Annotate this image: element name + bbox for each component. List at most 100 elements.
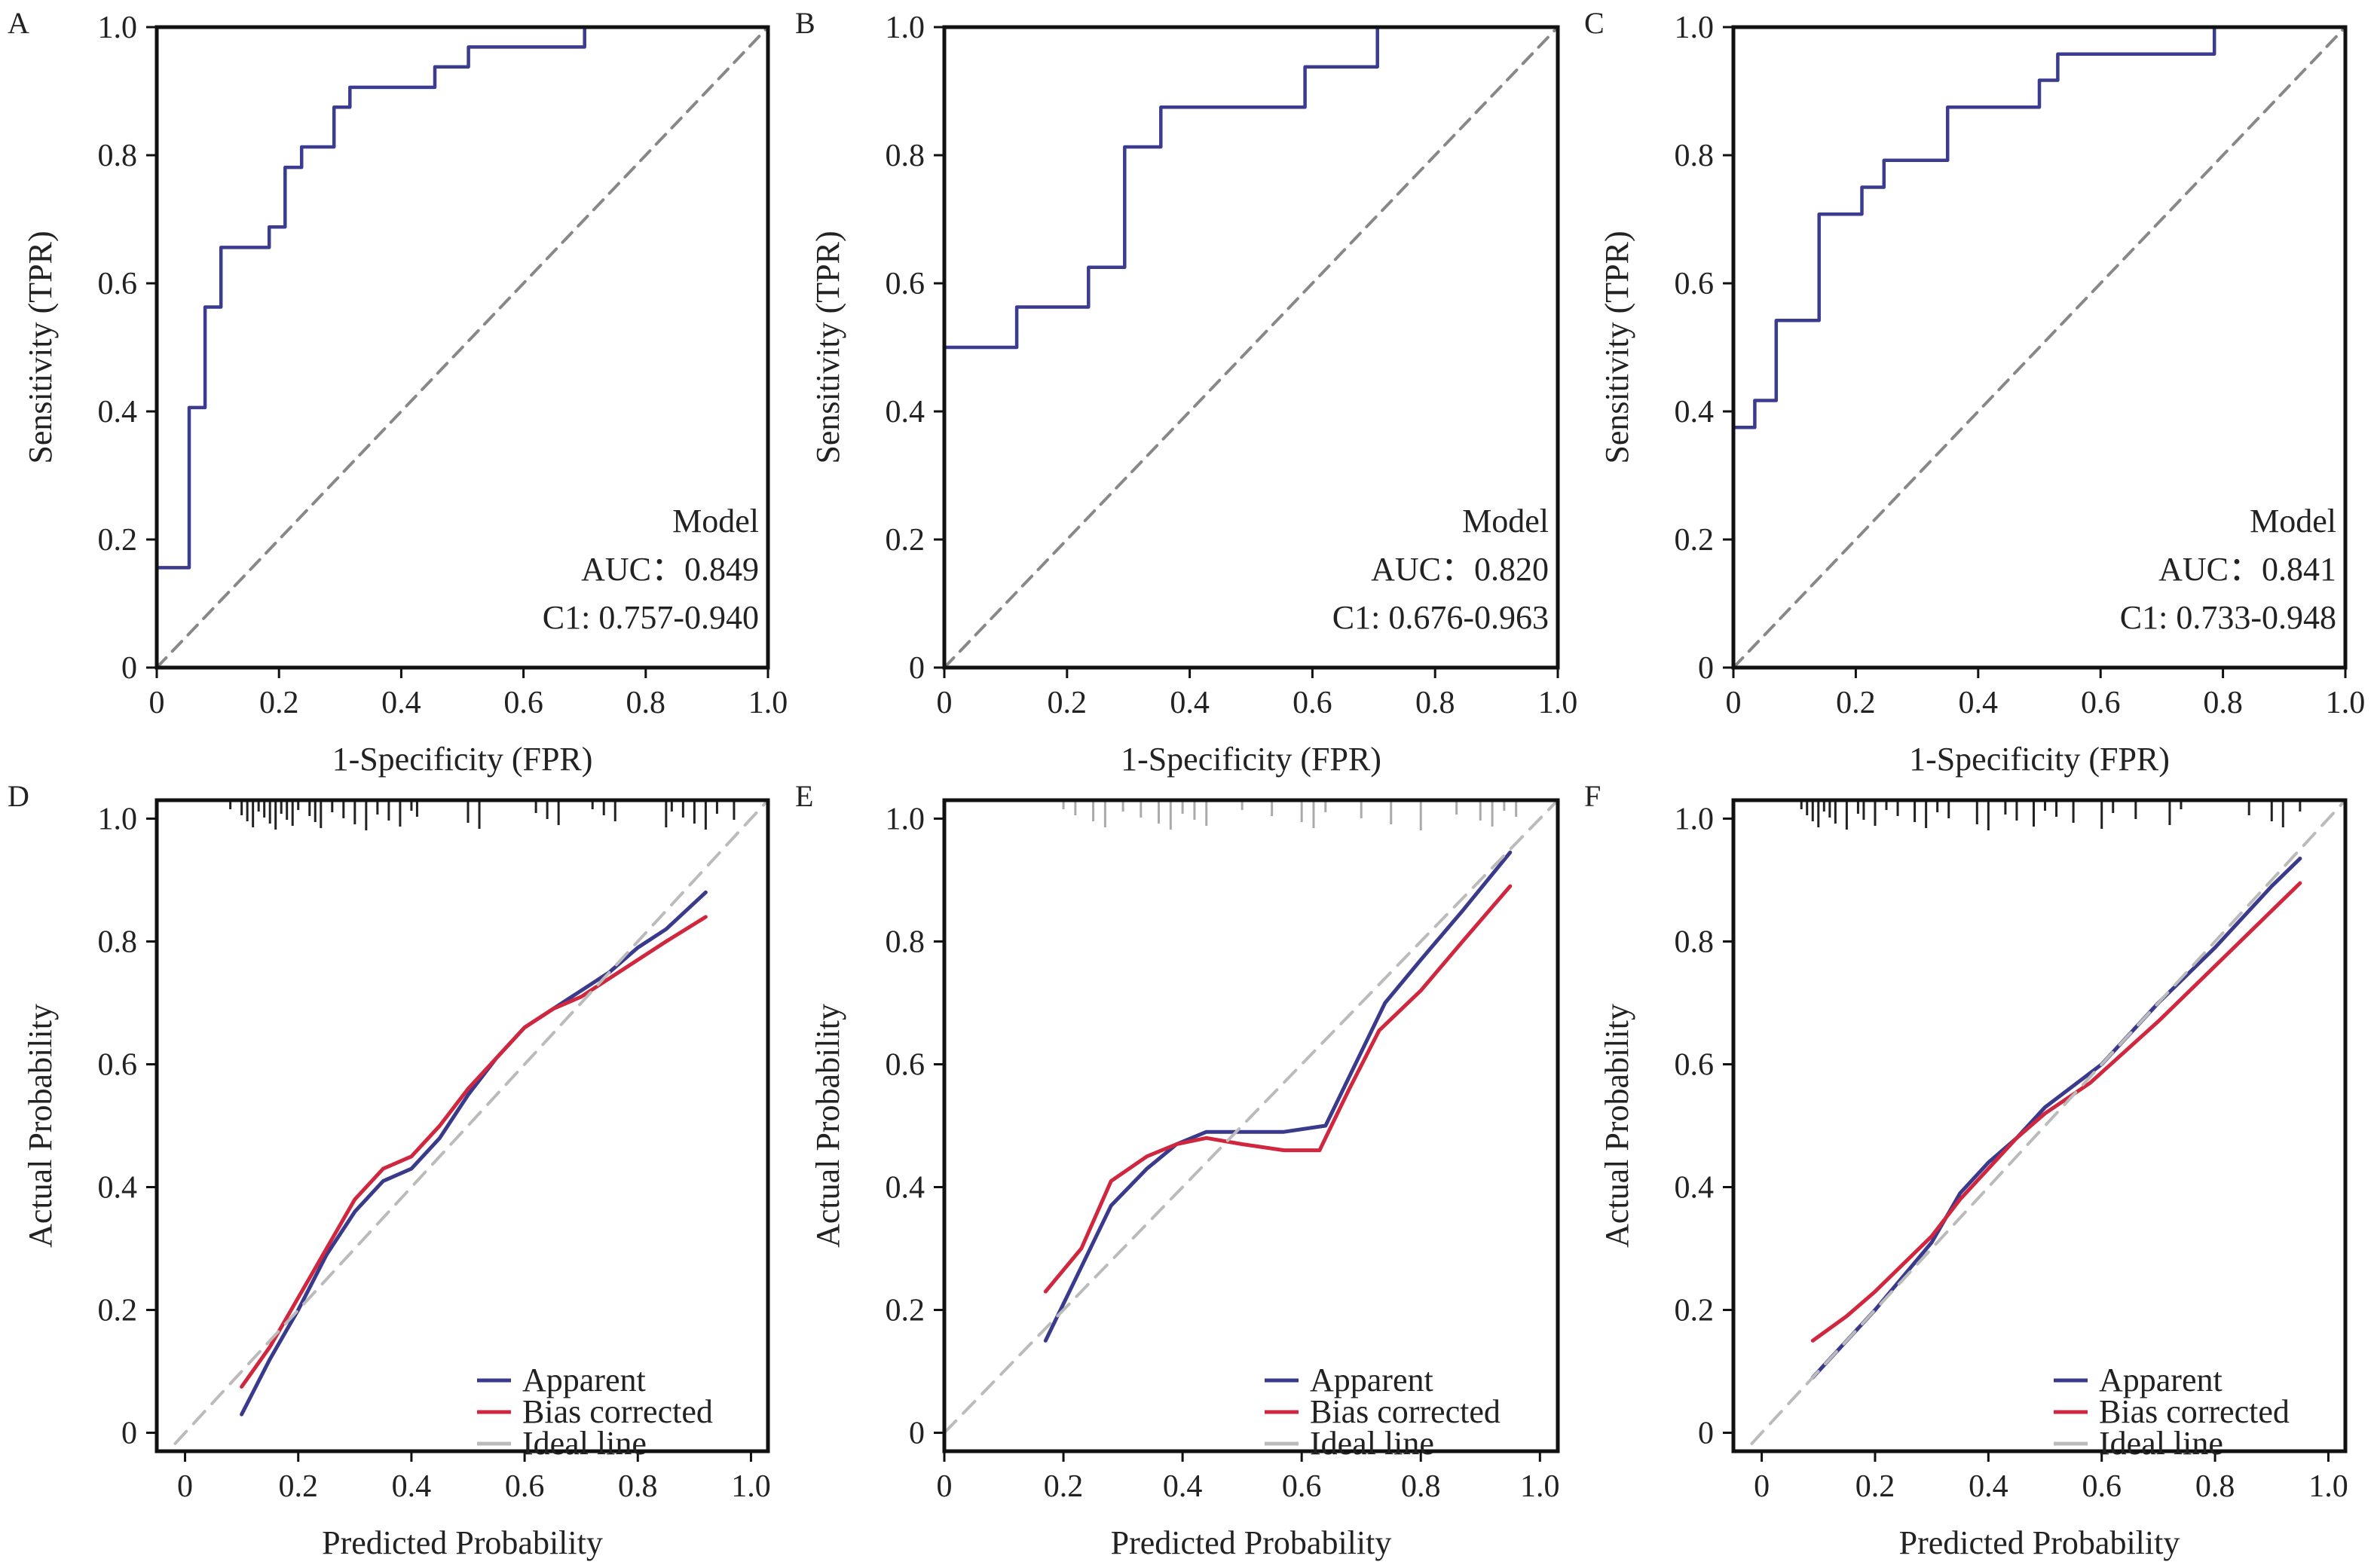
plot-area (944, 27, 1558, 668)
x-tick-label: 0.6 (2081, 686, 2121, 720)
apparent-curve (240, 890, 708, 1417)
ideal-line (1742, 800, 2345, 1451)
rug-marks (1062, 800, 1518, 830)
x-tick-label: 0.4 (1163, 1469, 1203, 1504)
legend-label: Bias corrected (2099, 1393, 2290, 1430)
y-tick-label: 1.0 (1675, 802, 1715, 836)
x-tick-label: 0.8 (1415, 686, 1455, 720)
auc-annotation: AUC：0.849 (581, 551, 759, 588)
bias-corrected-curve (240, 915, 708, 1389)
x-tick-label: 0.4 (1170, 686, 1210, 720)
apparent-curve (1810, 856, 2302, 1380)
legend-label: Ideal line (1310, 1425, 1434, 1462)
legend-label: Bias corrected (1310, 1393, 1501, 1430)
legend-label: Apparent (1310, 1362, 1433, 1398)
x-tick-label: 0.8 (2195, 1469, 2235, 1504)
plot-frame (1731, 798, 2348, 1453)
plot-area (1742, 800, 2345, 1451)
x-tick-label: 1.0 (2326, 686, 2366, 720)
x-tick-label: 1.0 (2308, 1469, 2348, 1504)
x-tick-label: 0.4 (1959, 686, 1999, 720)
auc-annotation: AUC：0.820 (1371, 551, 1549, 588)
panel-letter: F (1584, 779, 1601, 813)
y-tick-label: 1.0 (1675, 11, 1715, 45)
plot-frame (942, 25, 1560, 670)
x-tick-label: 1.0 (748, 686, 788, 720)
y-axis-title: Sensitivity (TPR) (1598, 231, 1635, 463)
plot-frame (942, 798, 1560, 1453)
plot-area (157, 27, 768, 668)
y-tick-label: 0.8 (886, 925, 925, 959)
auc-annotation: Model (672, 503, 759, 539)
x-axis-title: Predicted Probability (322, 1524, 603, 1561)
x-tick-label: 0.4 (381, 686, 421, 720)
y-tick-label: 0.2 (98, 1294, 138, 1328)
y-axis-title: Sensitivity (TPR) (22, 231, 59, 463)
x-tick-label: 0.2 (278, 1469, 318, 1504)
y-tick-label: 0.4 (1675, 395, 1715, 429)
x-tick-label: 0.8 (2203, 686, 2243, 720)
y-tick-label: 0 (909, 651, 925, 686)
auc-annotation: C1: 0.757-0.940 (543, 599, 759, 636)
x-axis-title: Predicted Probability (1111, 1524, 1392, 1561)
y-axis-title: Actual Probability (1598, 1004, 1635, 1248)
panel-letter: A (8, 6, 29, 40)
x-tick-label: 0.4 (1969, 1469, 2008, 1504)
x-tick-label: 0.8 (1401, 1469, 1441, 1504)
y-tick-label: 0.4 (886, 395, 925, 429)
legend-label: Apparent (522, 1362, 646, 1398)
diagonal-reference-line (1733, 27, 2345, 668)
y-tick-label: 0 (909, 1417, 925, 1451)
legend-label: Ideal line (2099, 1425, 2223, 1462)
y-axis-title: Sensitivity (TPR) (809, 231, 846, 463)
y-tick-label: 1.0 (886, 11, 925, 45)
diagonal-reference-line (157, 27, 768, 668)
x-tick-label: 0.8 (626, 686, 666, 720)
x-axis-title: 1-Specificity (FPR) (1121, 741, 1381, 778)
legend-label: Bias corrected (522, 1393, 713, 1430)
panel-b: B 0 0.2 0.4 0.6 0.8 1.0 0 0.2 0.4 0.6 0.8 1.0 1-Speci… (795, 6, 1577, 778)
auc-annotation: C1: 0.676-0.963 (1332, 599, 1549, 636)
panel-f: F 0 0.2 0.4 0.6 0.8 1.0 0 0.2 0.4 0.6 0.8 1.0 Predict… (1584, 779, 2348, 1561)
x-tick-label: 0 (149, 686, 165, 720)
apparent-curve (1043, 850, 1513, 1343)
x-tick-label: 0.8 (618, 1469, 658, 1504)
plot-area (166, 800, 768, 1451)
panel-letter: B (795, 6, 815, 40)
plot-frame (154, 25, 770, 670)
plot-area (1733, 27, 2345, 668)
diagonal-reference-line (944, 27, 1558, 668)
auc-annotation: C1: 0.733-0.948 (2120, 599, 2336, 636)
x-tick-label: 0.2 (1855, 1469, 1895, 1504)
y-tick-label: 0 (1698, 651, 1714, 686)
x-tick-label: 0.6 (1282, 1469, 1322, 1504)
panel-letter: C (1584, 6, 1605, 40)
x-tick-label: 0.4 (392, 1469, 432, 1504)
y-tick-label: 0.8 (1675, 139, 1715, 173)
y-axis-title: Actual Probability (22, 1004, 59, 1248)
y-tick-label: 0 (121, 651, 137, 686)
panel-letter: E (795, 779, 813, 813)
auc-annotation: Model (2250, 503, 2336, 539)
y-tick-label: 0.4 (886, 1171, 925, 1206)
y-tick-label: 0.2 (1675, 1294, 1715, 1328)
x-tick-label: 0.2 (1048, 686, 1088, 720)
x-tick-label: 1.0 (1538, 686, 1578, 720)
x-tick-label: 0 (1754, 1469, 1770, 1504)
y-tick-label: 0.6 (886, 1047, 925, 1082)
y-tick-label: 0.2 (1675, 523, 1715, 558)
auc-annotation: Model (1462, 503, 1549, 539)
panel-c: C 0 0.2 0.4 0.6 0.8 1.0 0 0.2 0.4 0.6 0.8 1.0 1-Speci… (1584, 6, 2365, 778)
y-tick-label: 0.2 (98, 523, 138, 558)
x-tick-label: 1.0 (1520, 1469, 1560, 1504)
bias-corrected-curve (1810, 881, 2302, 1343)
roc-curve (1733, 27, 2345, 668)
x-tick-label: 0 (177, 1469, 193, 1504)
y-tick-label: 0.6 (98, 267, 138, 301)
panel-a: A 0 0.2 0.4 0.6 0.8 1.0 0 0.2 0.4 0.6 0.8 1.0 1-Speci… (8, 6, 788, 778)
y-tick-label: 1.0 (886, 802, 925, 836)
x-tick-label: 0.2 (1836, 686, 1876, 720)
